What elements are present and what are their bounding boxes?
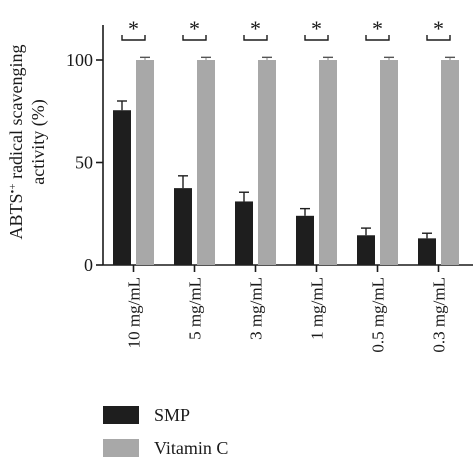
y-tick-label: 100	[66, 50, 93, 70]
x-tick-label: 0.3 mg/mL	[430, 277, 449, 353]
significance-bracket	[365, 35, 390, 41]
y-axis-title-line1: ABTS•+ radical scavenging	[6, 44, 26, 239]
significance-marker: *	[433, 16, 444, 41]
significance-bracket	[182, 35, 207, 41]
legend-swatch-smp	[103, 406, 139, 424]
plot-area: 0 50 100 10 mg/mL * 5 mg/mL * 3 mg/mL * 1 mg/mL * 0…	[66, 16, 473, 353]
legend-swatch-vitamin-c	[103, 439, 139, 457]
bar-vitamin-c	[380, 60, 398, 265]
x-tick-label: 1 mg/mL	[308, 277, 327, 340]
significance-marker: *	[372, 16, 383, 41]
x-tick-label: 0.5 mg/mL	[369, 277, 388, 353]
x-tick-label: 3 mg/mL	[247, 277, 266, 340]
legend-label-vitamin-c: Vitamin C	[154, 438, 228, 458]
bar-vitamin-c	[197, 60, 215, 265]
y-tick-label: 50	[75, 153, 93, 173]
y-tick-label: 0	[84, 255, 93, 275]
x-tick-label: 5 mg/mL	[186, 277, 205, 340]
bar-vitamin-c	[441, 60, 459, 265]
y-axis-title-line2: activity (%)	[28, 99, 49, 184]
bar-smp	[296, 215, 314, 265]
bar-vitamin-c	[136, 60, 154, 265]
significance-marker: *	[250, 16, 261, 41]
bar-smp	[357, 235, 375, 265]
bar-smp	[235, 201, 253, 265]
bar-smp	[418, 238, 436, 265]
significance-bracket	[243, 35, 268, 41]
significance-marker: *	[311, 16, 322, 41]
significance-bracket	[426, 35, 451, 41]
bar-vitamin-c	[319, 60, 337, 265]
x-tick-label: 10 mg/mL	[125, 277, 144, 348]
legend-label-smp: SMP	[154, 405, 190, 425]
significance-marker: *	[128, 16, 139, 41]
bar-smp	[113, 110, 131, 265]
bar-smp	[174, 188, 192, 265]
significance-bracket	[304, 35, 329, 41]
bar-vitamin-c	[258, 60, 276, 265]
legend: SMP Vitamin C	[103, 405, 228, 458]
significance-marker: *	[189, 16, 200, 41]
significance-bracket	[121, 35, 146, 41]
y-axis-title: ABTS•+ radical scavenging activity (%)	[6, 44, 49, 239]
